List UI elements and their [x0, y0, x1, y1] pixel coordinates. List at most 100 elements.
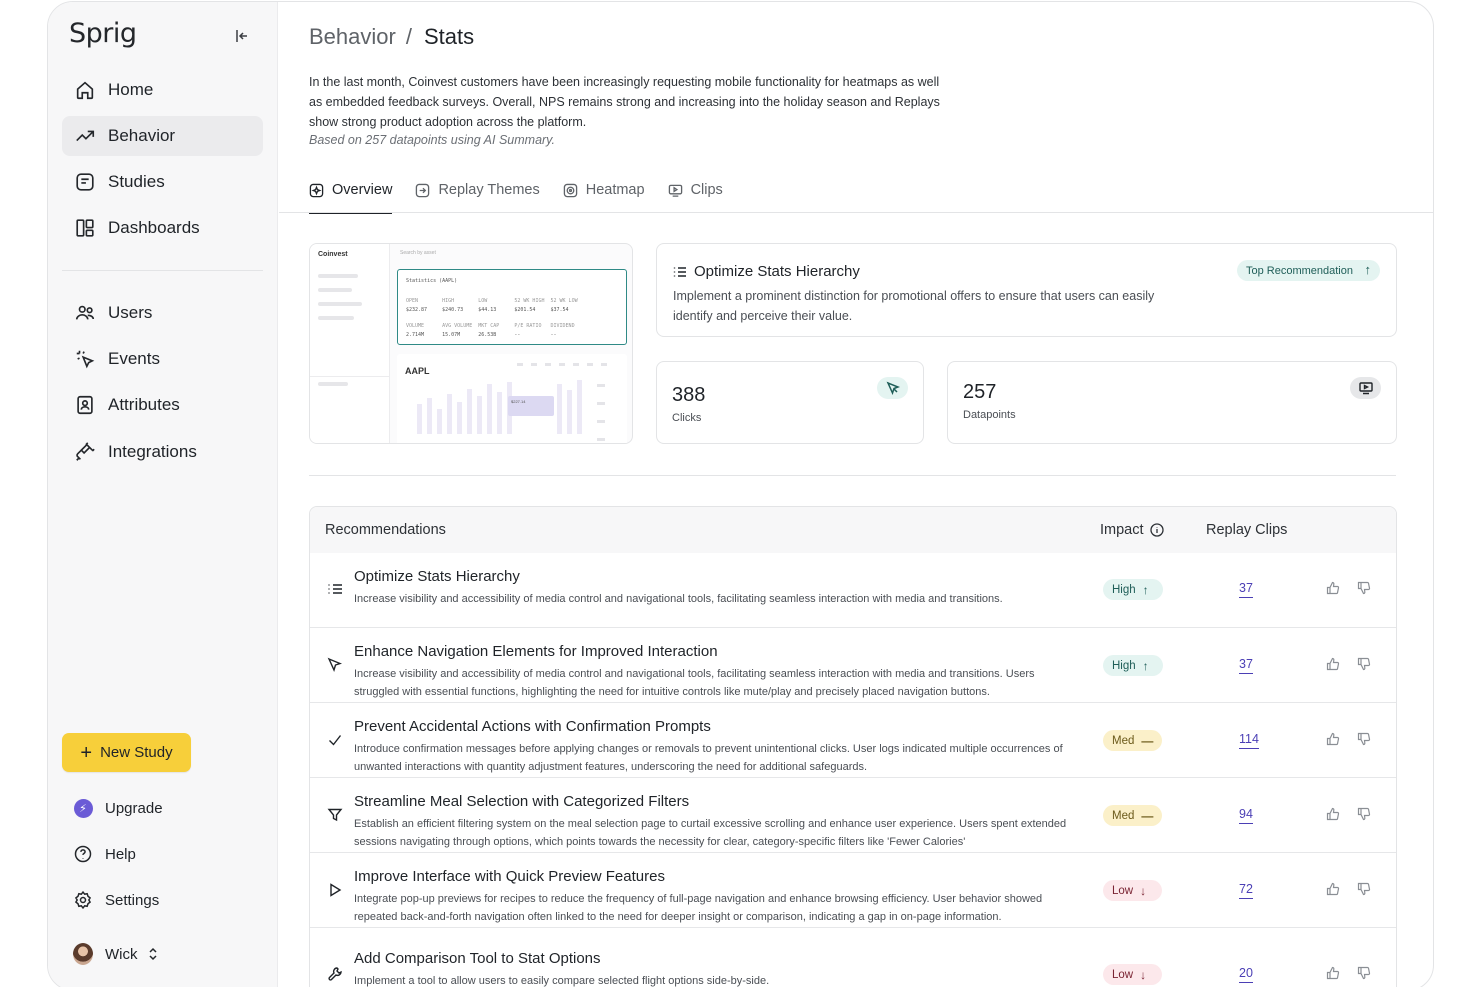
table-row[interactable]: Optimize Stats Hierarchy Increase visibil…: [310, 553, 1396, 627]
user-name: Wick: [105, 945, 138, 963]
tabs-divider: [279, 212, 1433, 213]
table-row[interactable]: Prevent Accidental Actions with Confirma…: [310, 702, 1396, 777]
sparkle-icon: [309, 183, 324, 198]
top-recommendation-card[interactable]: Optimize Stats Hierarchy Implement a pro…: [656, 243, 1397, 337]
preview-nav-line: [318, 288, 352, 292]
settings-link[interactable]: Settings: [72, 888, 159, 912]
preview-search: Search by asset: [400, 250, 436, 256]
cursor-icon: [327, 657, 343, 672]
replay-clips-link[interactable]: 72: [1239, 882, 1253, 899]
cursor-icon: [877, 377, 908, 399]
tab-heatmap[interactable]: Heatmap: [563, 178, 645, 214]
arrow-up-icon: ↑: [1364, 262, 1372, 277]
help-link[interactable]: Help: [72, 842, 136, 866]
tab-overview[interactable]: Overview: [309, 178, 393, 214]
play-icon: [330, 883, 342, 897]
recommendation-title[interactable]: Add Comparison Tool to Stat Options: [354, 950, 601, 967]
preview-chart-title: AAPL: [405, 366, 430, 376]
thumbs-up-icon[interactable]: [1326, 581, 1340, 595]
heatmap-icon: [563, 183, 577, 198]
impact-arrow-down-icon: ↓: [1140, 883, 1147, 898]
table-row[interactable]: Streamline Meal Selection with Categoriz…: [310, 777, 1396, 852]
wrench-icon: [328, 967, 342, 981]
sidebar-item-home[interactable]: Home: [62, 70, 263, 110]
recommendation-title[interactable]: Prevent Accidental Actions with Confirma…: [354, 718, 711, 735]
sidebar-item-label: Users: [108, 303, 153, 322]
sidebar-item-studies[interactable]: Studies: [62, 162, 263, 202]
table-row[interactable]: Enhance Navigation Elements for Improved…: [310, 627, 1396, 702]
collapse-sidebar-icon[interactable]: [234, 28, 250, 44]
sidebar-item-label: Integrations: [108, 442, 197, 461]
recommendation-desc: Implement a tool to allow users to easil…: [354, 975, 770, 987]
thumbs-down-icon[interactable]: [1357, 657, 1371, 671]
impact-badge: High ↑: [1103, 655, 1163, 676]
impact-label: Low: [1112, 884, 1134, 897]
preview-nav-line: [318, 382, 348, 386]
sidebar-divider: [62, 270, 263, 271]
thumbs-down-icon[interactable]: [1357, 732, 1371, 746]
tab-clips[interactable]: Clips: [668, 178, 723, 214]
studies-icon: [73, 170, 97, 194]
impact-label: Med: [1112, 734, 1135, 747]
replay-clips-link[interactable]: 37: [1239, 657, 1253, 674]
breadcrumb-parent[interactable]: Behavior: [309, 24, 396, 49]
tab-replay-themes[interactable]: Replay Themes: [415, 178, 540, 214]
preview-nav-line: [318, 316, 354, 320]
recommendation-title[interactable]: Improve Interface with Quick Preview Fea…: [354, 868, 665, 885]
plug-icon: [73, 440, 97, 464]
breadcrumb-separator: /: [405, 24, 412, 49]
check-icon: [329, 735, 342, 746]
recommendation-desc: Increase visibility and accessibility of…: [354, 593, 1003, 605]
thumbs-up-icon[interactable]: [1326, 882, 1340, 896]
table-row[interactable]: Add Comparison Tool to Stat Options Imple…: [310, 927, 1396, 987]
table-header: Recommendations Impact Replay Clips: [310, 507, 1396, 553]
preview-row: 2.714M 15.07M 26.53B -- --: [406, 332, 557, 338]
sidebar-item-label: Events: [108, 349, 160, 368]
replay-clips-link[interactable]: 37: [1239, 581, 1253, 598]
thumbs-up-icon[interactable]: [1326, 807, 1340, 821]
section-divider: [309, 475, 1396, 476]
sidebar-item-behavior[interactable]: Behavior: [62, 116, 263, 156]
preview-chart: AAPL $227.14: [397, 354, 627, 443]
thumbs-down-icon[interactable]: [1357, 581, 1371, 595]
recommendation-title[interactable]: Streamline Meal Selection with Categoriz…: [354, 793, 690, 810]
replay-clips-link[interactable]: 20: [1239, 966, 1253, 983]
thumbs-up-icon[interactable]: [1326, 732, 1340, 746]
impact-arrow-up-icon: ↑: [1142, 582, 1149, 597]
chevron-updown-icon: [148, 947, 158, 961]
tab-label: Heatmap: [585, 182, 645, 198]
upgrade-label: Upgrade: [105, 799, 163, 817]
trend-up-icon: [73, 124, 97, 148]
sidebar-item-dashboards[interactable]: Dashboards: [62, 208, 263, 248]
thumbs-up-icon[interactable]: [1326, 657, 1340, 671]
sidebar-item-attributes[interactable]: Attributes: [62, 385, 263, 425]
replay-preview-thumbnail[interactable]: Coinvest Search by asset Statistics (AAP…: [309, 243, 633, 444]
thumbs-down-icon[interactable]: [1357, 882, 1371, 896]
thumbs-down-icon[interactable]: [1357, 966, 1371, 980]
new-study-button[interactable]: + New Study: [62, 733, 191, 772]
thumbs-down-icon[interactable]: [1357, 807, 1371, 821]
col-impact: Impact: [1100, 522, 1164, 538]
page-title: Stats: [423, 24, 475, 49]
user-menu[interactable]: Wick: [72, 942, 158, 966]
info-icon[interactable]: [1149, 523, 1164, 537]
preview-row: OPEN HIGH LOW 52 WK HIGH 52 WK LOW: [406, 298, 578, 304]
replay-clips-link[interactable]: 94: [1239, 807, 1253, 824]
preview-stats-card: Statistics (AAPL) OPEN HIGH LOW 52 WK HI…: [397, 269, 627, 345]
impact-arrow-up-icon: ↑: [1142, 658, 1149, 673]
recommendation-title[interactable]: Enhance Navigation Elements for Improved…: [354, 643, 718, 660]
screen-play-icon: [1350, 377, 1381, 399]
replay-clips-link[interactable]: 114: [1239, 732, 1259, 749]
upgrade-link[interactable]: ⚡ Upgrade: [72, 796, 163, 820]
sidebar-item-events[interactable]: Events: [62, 339, 263, 379]
table-row[interactable]: Improve Interface with Quick Preview Fea…: [310, 852, 1396, 927]
recommendation-desc: Introduce confirmation messages before a…: [354, 743, 1063, 773]
impact-dash-icon: —: [1141, 733, 1154, 748]
top-recommendation-badge: Top Recommendation ↑: [1236, 260, 1380, 281]
clicks-label: Clicks: [672, 412, 702, 424]
sidebar-item-users[interactable]: Users: [62, 293, 263, 333]
sidebar-item-integrations[interactable]: Integrations: [62, 432, 263, 472]
recommendation-title[interactable]: Optimize Stats Hierarchy: [354, 568, 520, 585]
preview-row: VOLUME AVG VOLUME MKT CAP P/E RATIO DIVI…: [406, 323, 575, 329]
thumbs-up-icon[interactable]: [1326, 966, 1340, 980]
